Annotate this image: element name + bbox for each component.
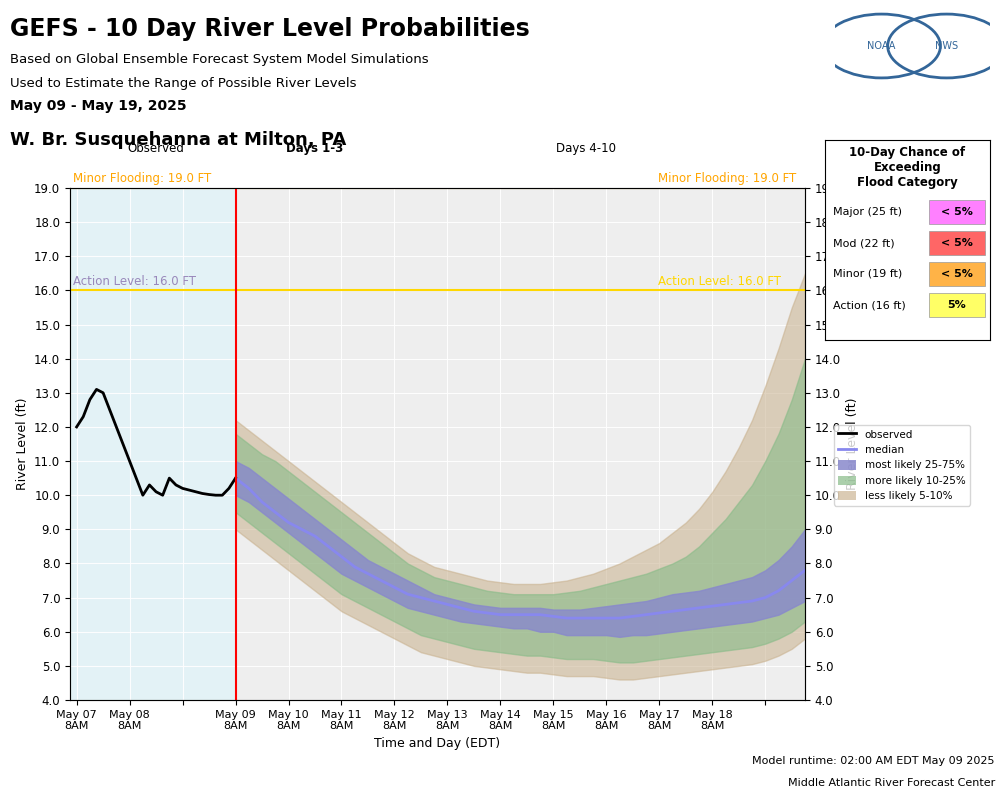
Text: Days 4-10: Days 4-10 bbox=[556, 142, 616, 155]
Bar bbox=[70, 188, 236, 700]
Text: GEFS - 10 Day River Level Probabilities: GEFS - 10 Day River Level Probabilities bbox=[10, 17, 530, 41]
Text: Major (25 ft): Major (25 ft) bbox=[833, 207, 902, 217]
X-axis label: Time and Day (EDT): Time and Day (EDT) bbox=[374, 737, 501, 750]
Text: Middle Atlantic River Forecast Center: Middle Atlantic River Forecast Center bbox=[788, 778, 995, 787]
Text: May 09 - May 19, 2025: May 09 - May 19, 2025 bbox=[10, 98, 187, 113]
Text: Action Level: 16.0 FT: Action Level: 16.0 FT bbox=[658, 274, 781, 288]
Text: Used to Estimate the Range of Possible River Levels: Used to Estimate the Range of Possible R… bbox=[10, 78, 356, 90]
Text: Observed: Observed bbox=[128, 142, 185, 155]
Text: W. Br. Susquehanna at Milton, PA: W. Br. Susquehanna at Milton, PA bbox=[10, 131, 346, 150]
Text: Mod (22 ft): Mod (22 ft) bbox=[833, 238, 895, 248]
Y-axis label: River Level (ft): River Level (ft) bbox=[16, 398, 29, 490]
Text: Minor (19 ft): Minor (19 ft) bbox=[833, 269, 902, 279]
Text: Action (16 ft): Action (16 ft) bbox=[833, 300, 906, 310]
Text: Action Level: 16.0 FT: Action Level: 16.0 FT bbox=[73, 274, 196, 288]
FancyBboxPatch shape bbox=[929, 200, 985, 224]
Text: 5%: 5% bbox=[948, 300, 966, 310]
Text: < 5%: < 5% bbox=[941, 207, 973, 217]
Text: < 5%: < 5% bbox=[941, 269, 973, 279]
Bar bbox=[236, 188, 805, 700]
FancyBboxPatch shape bbox=[929, 231, 985, 255]
FancyBboxPatch shape bbox=[929, 262, 985, 286]
Text: Days 1-3: Days 1-3 bbox=[286, 142, 344, 155]
Text: Minor Flooding: 19.0 FT: Minor Flooding: 19.0 FT bbox=[73, 172, 212, 186]
Legend: observed, median, most likely 25-75%, more likely 10-25%, less likely 5-10%: observed, median, most likely 25-75%, mo… bbox=[834, 426, 970, 506]
Text: 10-Day Chance of
Exceeding
Flood Category: 10-Day Chance of Exceeding Flood Categor… bbox=[849, 146, 966, 189]
Text: Minor Flooding: 19.0 FT: Minor Flooding: 19.0 FT bbox=[658, 172, 796, 186]
Text: Based on Global Ensemble Forecast System Model Simulations: Based on Global Ensemble Forecast System… bbox=[10, 54, 429, 66]
Text: < 5%: < 5% bbox=[941, 238, 973, 248]
FancyBboxPatch shape bbox=[929, 293, 985, 317]
Text: NWS: NWS bbox=[935, 41, 958, 51]
Text: Model runtime: 02:00 AM EDT May 09 2025: Model runtime: 02:00 AM EDT May 09 2025 bbox=[753, 756, 995, 766]
Y-axis label: River Level (ft): River Level (ft) bbox=[846, 398, 859, 490]
Text: NOAA: NOAA bbox=[867, 41, 896, 51]
